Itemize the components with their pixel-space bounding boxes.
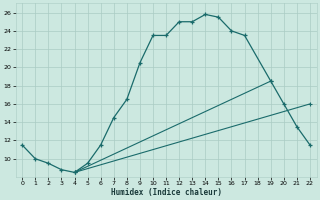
- X-axis label: Humidex (Indice chaleur): Humidex (Indice chaleur): [111, 188, 221, 197]
